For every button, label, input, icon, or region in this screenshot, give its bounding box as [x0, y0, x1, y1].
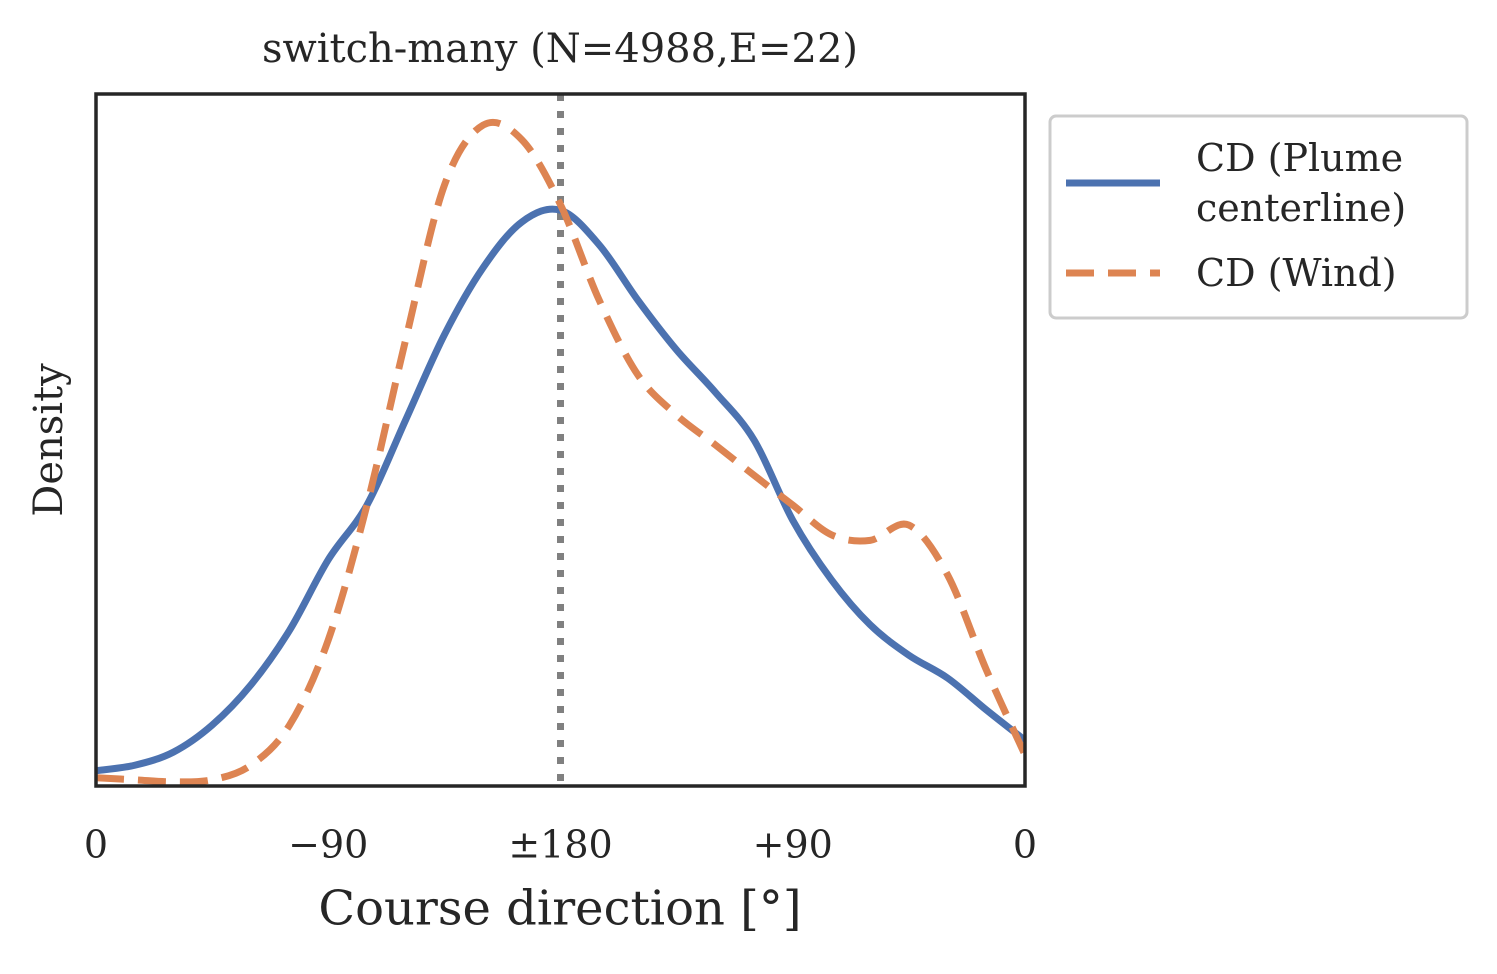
legend-label: CD (Wind) [1196, 251, 1397, 295]
legend-box [1048, 114, 1469, 320]
x-tick-label: −90 [288, 823, 368, 867]
series-line [96, 118, 1025, 786]
chart-title: switch-many (N=4988,E=22) [262, 26, 858, 72]
x-tick-label: 0 [84, 823, 108, 867]
series-line [96, 205, 1025, 775]
x-tick-label: 0 [1013, 823, 1037, 867]
x-tick-label: ±180 [508, 823, 612, 867]
y-axis-label: Density [26, 363, 72, 517]
x-axis-label: Course direction [°] [318, 881, 801, 937]
legend-label: CD (Plume centerline) [1196, 136, 1407, 230]
plot-frame [94, 92, 1027, 788]
x-tick-label: +90 [753, 823, 833, 867]
